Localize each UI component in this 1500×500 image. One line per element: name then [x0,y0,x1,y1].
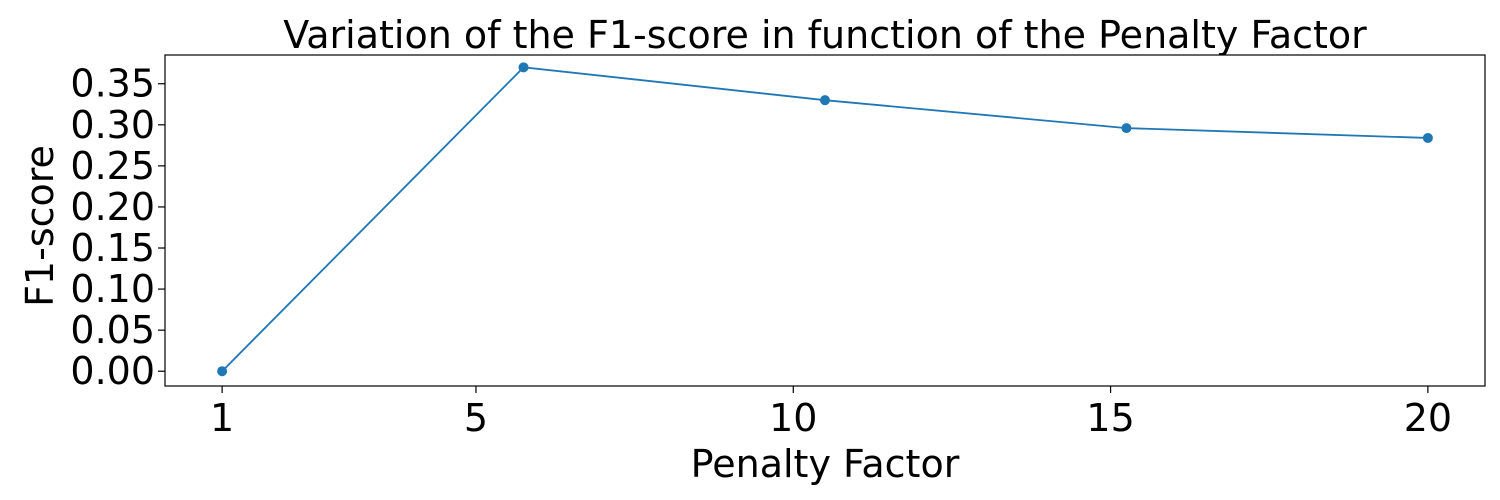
data-point [1121,123,1132,134]
data-point [518,62,529,73]
y-axis: 0.000.050.100.150.200.250.300.35 [70,62,165,393]
x-tick-label: 10 [769,396,817,440]
plot-area [164,54,1486,387]
data-point [1422,132,1433,143]
x-tick-label: 15 [1086,396,1134,440]
y-tick-label: 0.20 [70,185,155,229]
x-tick-label: 1 [210,396,234,440]
x-axis-label: Penalty Factor [691,442,960,486]
y-tick-label: 0.05 [70,308,155,352]
y-tick-label: 0.00 [70,349,155,393]
x-tick-label: 20 [1404,396,1452,440]
y-tick-label: 0.25 [70,144,155,188]
data-point [820,95,830,106]
series-layer [217,62,1433,377]
y-tick-label: 0.10 [70,267,155,311]
x-axis: 1 5 10 15 20 [210,386,1452,440]
y-tick-label: 0.15 [70,226,155,270]
x-tick-label: 5 [464,396,488,440]
y-tick-label: 0.30 [70,103,155,147]
chart-title: Variation of the F1-score in function of… [283,13,1367,57]
y-tick-label: 0.35 [70,62,155,106]
y-axis-label: F1-score [18,145,62,307]
data-point [217,366,228,377]
